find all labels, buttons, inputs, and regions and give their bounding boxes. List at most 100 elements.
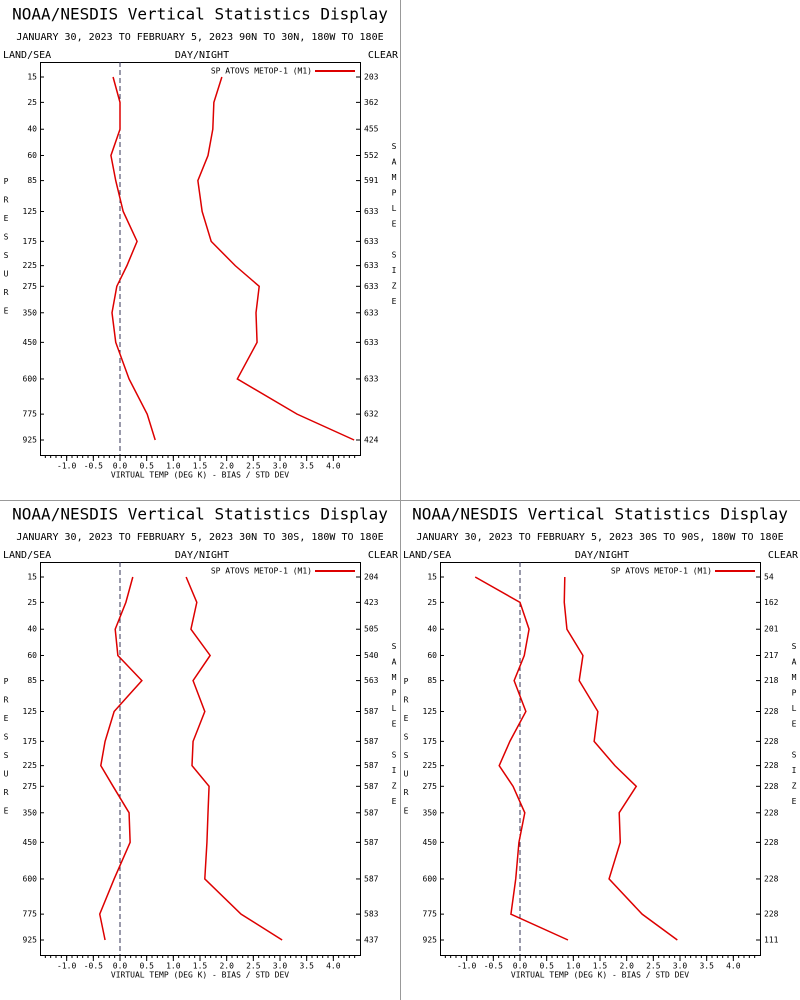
subtitle: JANUARY 30, 2023 TO FEBRUARY 5, 2023 30S…	[416, 532, 783, 543]
x-tick-label: 3.5	[299, 962, 314, 971]
x-tick-label: -1.0	[57, 962, 76, 971]
sample-size: 632	[364, 410, 379, 419]
panel: NOAA/NESDIS Vertical Statistics Display J…	[3, 505, 399, 980]
x-tick-label: 4.0	[326, 962, 341, 971]
x-tick-label: 3.0	[673, 962, 688, 971]
x-tick-label: 4.0	[326, 462, 341, 471]
y-tick-label: 15	[427, 573, 437, 582]
y-tick-label: 275	[23, 782, 38, 791]
sample-size: 587	[364, 838, 379, 847]
y-tick-label: 175	[23, 737, 38, 746]
sample-size: 587	[364, 761, 379, 770]
y-tick-label: 125	[23, 707, 38, 716]
subtitle: JANUARY 30, 2023 TO FEBRUARY 5, 2023 90N…	[16, 32, 383, 43]
sample-size: 228	[764, 737, 779, 746]
x-tick-label: 2.5	[646, 962, 661, 971]
sample-size: 217	[764, 651, 779, 660]
y-tick-label: 85	[27, 176, 37, 185]
header: LAND/SEA	[403, 550, 451, 561]
header: LAND/SEA	[3, 50, 51, 61]
sample-size: 633	[364, 207, 379, 216]
series-line	[563, 576, 678, 941]
header: CLEAR	[368, 50, 399, 61]
sample-size: 437	[364, 936, 379, 945]
y-tick-label: 925	[423, 936, 438, 945]
y-tick-label: 60	[27, 151, 37, 160]
header: DAY/NIGHT	[575, 550, 629, 561]
header: DAY/NIGHT	[175, 550, 229, 561]
y-tick-label: 15	[27, 73, 37, 82]
x-tick-label: 3.0	[273, 962, 288, 971]
header: DAY/NIGHT	[175, 50, 229, 61]
sample-size: 201	[764, 625, 779, 634]
series-line	[185, 576, 283, 941]
chart-title: NOAA/NESDIS Vertical Statistics Display	[12, 505, 388, 524]
y-tick-label: 775	[23, 910, 38, 919]
x-tick-label: -0.5	[484, 962, 503, 971]
y-tick-label: 40	[427, 625, 437, 634]
sample-size: 587	[364, 782, 379, 791]
sample-size: 455	[364, 125, 379, 134]
sample-size: 633	[364, 237, 379, 246]
sample-size: 228	[764, 838, 779, 847]
y-tick-label: 600	[23, 874, 38, 883]
x-tick-label: 2.5	[246, 462, 261, 471]
x-tick-label: 2.0	[219, 962, 234, 971]
y-tick-label: 60	[427, 651, 437, 660]
x-tick-label: 2.0	[219, 462, 234, 471]
legend-label: SP ATOVS METOP-1 (M1)	[611, 567, 712, 576]
sample-size: 424	[364, 436, 379, 445]
x-tick-label: -0.5	[84, 962, 103, 971]
x-axis-label: VIRTUAL TEMP (DEG K) - BIAS / STD DEV	[111, 971, 289, 980]
series-line	[98, 576, 143, 941]
x-tick-label: 3.5	[299, 462, 314, 471]
y-tick-label: 925	[23, 936, 38, 945]
sample-size: 633	[364, 308, 379, 317]
sample-size: 228	[764, 910, 779, 919]
panel: NOAA/NESDIS Vertical Statistics Display J…	[3, 5, 399, 480]
x-tick-label: 1.5	[593, 962, 608, 971]
chart-title: NOAA/NESDIS Vertical Statistics Display	[412, 505, 788, 524]
y-tick-label: 25	[27, 598, 37, 607]
sample-size: 583	[364, 910, 379, 919]
series-line	[474, 576, 569, 941]
sample-size: 552	[364, 151, 379, 160]
sample-size: 228	[764, 761, 779, 770]
y-tick-label: 350	[423, 808, 438, 817]
y-tick-label: 600	[23, 374, 38, 383]
legend-label: SP ATOVS METOP-1 (M1)	[211, 567, 312, 576]
sample-size: 228	[764, 782, 779, 791]
x-tick-label: -1.0	[57, 462, 76, 471]
x-tick-label: 0.0	[513, 962, 528, 971]
sample-size: 218	[764, 676, 779, 685]
sample-size: 54	[764, 573, 774, 582]
y-tick-label: 40	[27, 125, 37, 134]
y-tick-label: 225	[23, 261, 38, 270]
sample-size: 633	[364, 282, 379, 291]
y-tick-label: 775	[423, 910, 438, 919]
x-tick-label: 0.5	[539, 962, 554, 971]
sample-size: 162	[764, 598, 779, 607]
y-tick-label: 450	[23, 338, 38, 347]
legend-label: SP ATOVS METOP-1 (M1)	[211, 67, 312, 76]
y-tick-label: 225	[23, 761, 38, 770]
header: CLEAR	[768, 550, 799, 561]
x-tick-label: 4.0	[726, 962, 741, 971]
sample-size: 587	[364, 737, 379, 746]
y-tick-label: 125	[23, 207, 38, 216]
sample-size: 587	[364, 808, 379, 817]
x-tick-label: 2.5	[246, 962, 261, 971]
sample-size: 111	[764, 936, 779, 945]
sample-size: 505	[364, 625, 379, 634]
y-tick-label: 775	[23, 410, 38, 419]
y-tick-label: 25	[27, 98, 37, 107]
x-axis-label: VIRTUAL TEMP (DEG K) - BIAS / STD DEV	[511, 971, 689, 980]
sample-size: 228	[764, 874, 779, 883]
y-tick-label: 25	[427, 598, 437, 607]
header: CLEAR	[368, 550, 399, 561]
y-tick-label: 350	[23, 308, 38, 317]
